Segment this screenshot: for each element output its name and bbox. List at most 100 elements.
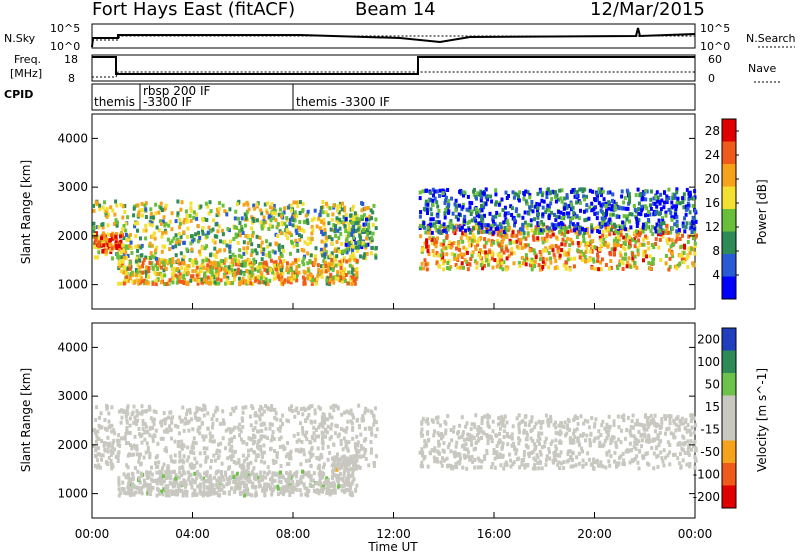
data-cell (163, 474, 167, 479)
data-cell (185, 263, 189, 268)
data-cell (566, 229, 570, 234)
data-cell (262, 215, 266, 220)
data-cell (667, 207, 671, 212)
data-cell (644, 225, 648, 229)
data-cell (368, 426, 372, 431)
data-cell (306, 415, 310, 420)
data-cell (291, 490, 295, 494)
data-cell (236, 477, 240, 481)
data-cell (115, 223, 119, 228)
data-cell (604, 212, 608, 217)
data-cell (479, 198, 483, 203)
data-cell (365, 227, 369, 232)
data-cell (450, 196, 453, 201)
data-cell (314, 481, 318, 486)
data-cell (317, 434, 321, 439)
data-cell (593, 245, 597, 250)
data-cell (129, 493, 133, 498)
data-cell (328, 280, 332, 285)
data-cell (119, 202, 123, 207)
data-cell (336, 473, 340, 478)
data-cell (198, 235, 202, 240)
data-cell (323, 417, 327, 422)
data-cell (506, 431, 509, 436)
data-cell (544, 246, 548, 251)
data-cell (304, 418, 308, 423)
data-cell (473, 216, 477, 221)
data-cell (656, 199, 660, 204)
data-cell (550, 222, 554, 227)
data-cell (183, 217, 187, 222)
data-cell (237, 486, 241, 491)
data-cell (224, 473, 228, 478)
data-cell (311, 227, 315, 232)
data-cell (92, 208, 96, 213)
data-cell (607, 242, 611, 247)
data-cell (246, 246, 250, 250)
colorbar-tick-label: 4 (712, 268, 720, 282)
data-cell (455, 256, 459, 261)
data-cell (244, 279, 248, 284)
data-cell (137, 281, 141, 286)
data-cell (292, 214, 296, 219)
data-cell (271, 458, 275, 463)
data-cell (449, 245, 453, 250)
data-cell (440, 248, 444, 253)
data-cell (584, 228, 588, 232)
data-cell (266, 244, 270, 249)
data-cell (159, 222, 163, 226)
data-cell (345, 234, 349, 239)
nave-series-line (92, 71, 695, 78)
data-cell (149, 212, 153, 216)
data-cell (271, 270, 275, 275)
data-cell (633, 263, 637, 268)
data-cell (637, 238, 641, 243)
data-cell (637, 201, 641, 206)
data-cell (126, 411, 130, 416)
data-cell (536, 236, 540, 241)
data-cell (625, 233, 629, 237)
data-cell (344, 439, 348, 444)
data-cell (260, 257, 264, 262)
data-cell (97, 463, 101, 468)
data-cell (532, 237, 536, 242)
data-cell (229, 412, 233, 417)
data-cell (433, 189, 437, 194)
data-cell (506, 219, 510, 224)
data-cell (311, 452, 315, 457)
data-cell (582, 237, 586, 242)
data-cell (291, 261, 295, 266)
data-cell (422, 221, 426, 226)
data-cell (435, 251, 439, 256)
data-cell (616, 414, 620, 419)
data-cell (545, 207, 549, 212)
data-cell (157, 488, 161, 493)
data-cell (149, 251, 153, 256)
data-cell (621, 256, 625, 261)
data-cell (177, 486, 181, 491)
data-cell (650, 242, 654, 247)
data-cell (231, 470, 234, 475)
data-cell (476, 242, 480, 247)
data-cell (328, 414, 332, 419)
data-cell (503, 205, 507, 210)
data-cell (511, 190, 515, 195)
data-cell (691, 236, 695, 241)
data-cell (655, 190, 659, 195)
data-cell (439, 253, 443, 258)
data-cell (357, 449, 361, 454)
data-cell (422, 224, 425, 228)
data-cell (280, 214, 283, 219)
data-cell (483, 213, 486, 218)
data-cell (191, 263, 195, 268)
data-cell (227, 442, 231, 447)
data-cell (252, 257, 256, 262)
data-cell (145, 473, 149, 478)
data-cell (344, 429, 348, 434)
data-cell (544, 248, 548, 253)
data-cell (603, 240, 607, 245)
data-cell (688, 226, 692, 231)
data-cell (575, 190, 579, 195)
data-cell (244, 233, 248, 238)
data-cell (267, 250, 271, 255)
